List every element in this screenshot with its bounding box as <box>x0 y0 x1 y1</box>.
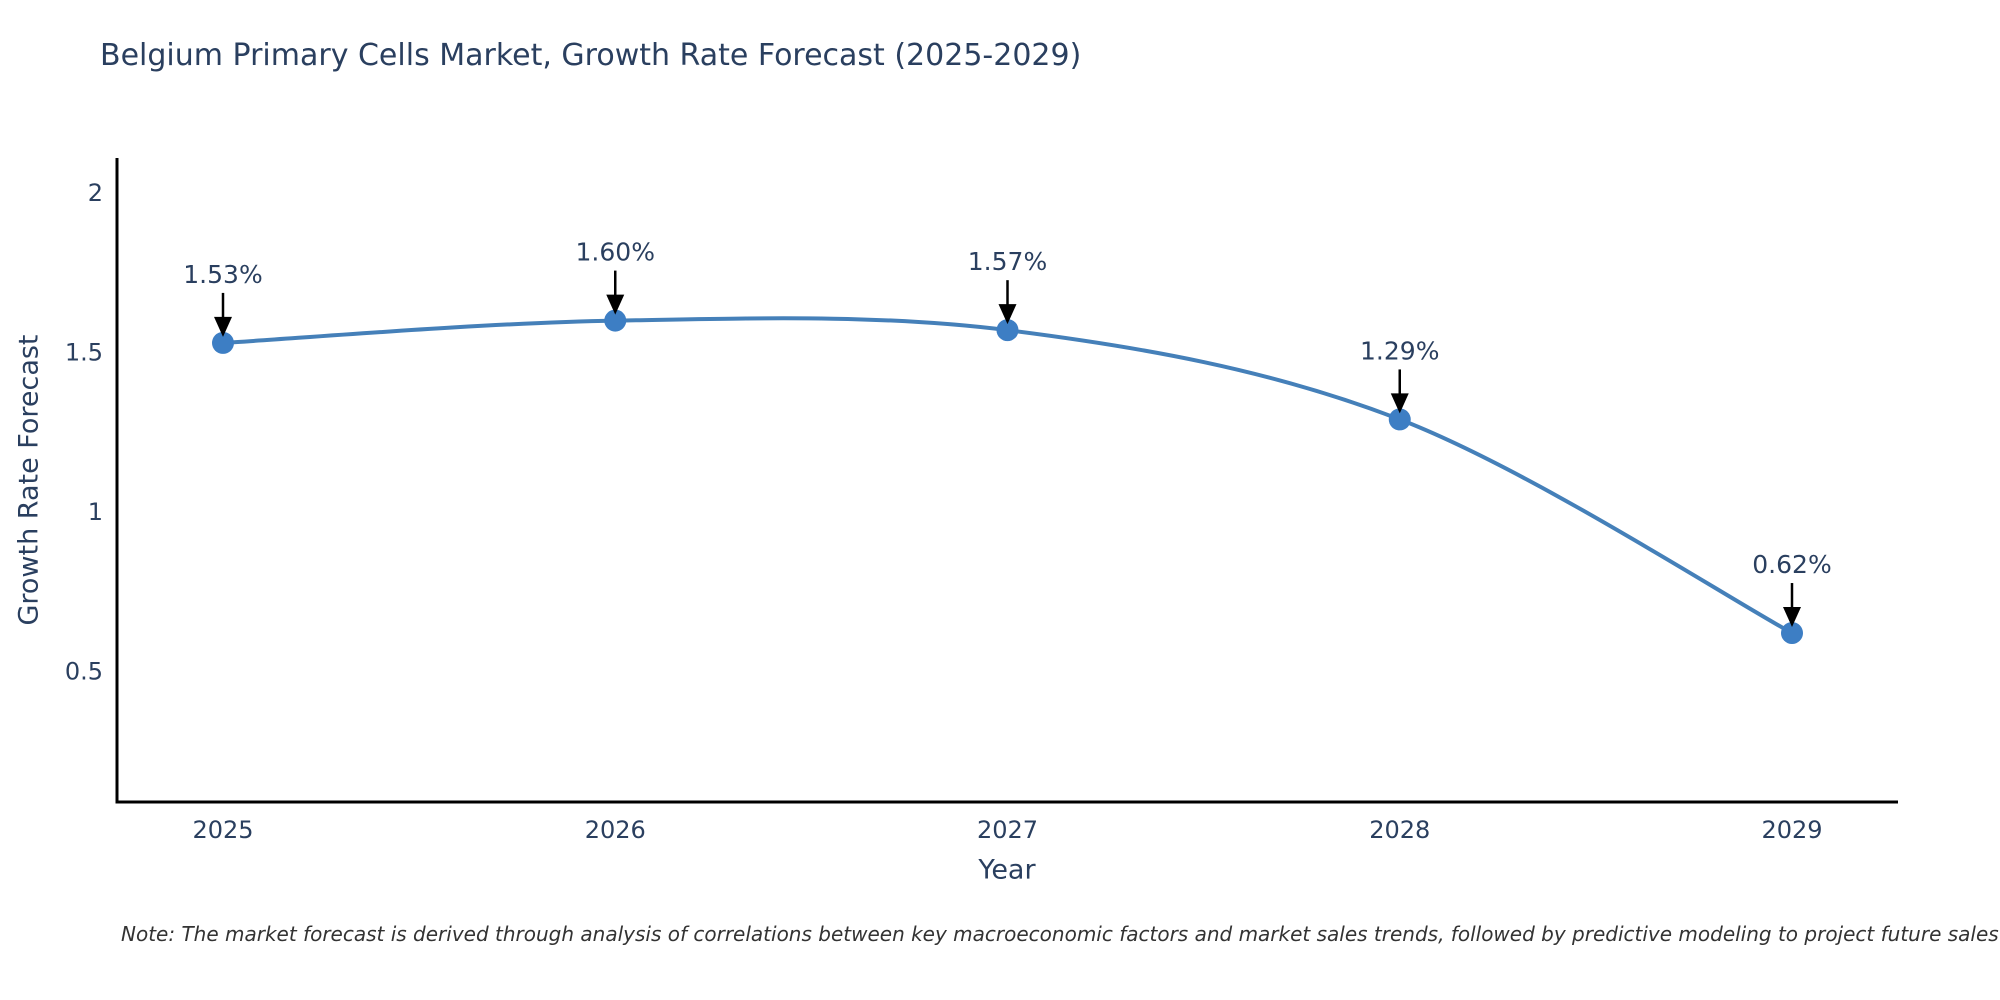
annotation-arrowhead <box>1390 393 1409 414</box>
x-tick-label: 2029 <box>1761 816 1822 844</box>
data-point-label: 1.60% <box>576 238 655 267</box>
data-point-label: 1.57% <box>968 247 1047 276</box>
annotation-arrowhead <box>1783 607 1801 628</box>
x-tick-label: 2025 <box>192 816 253 844</box>
y-tick-label: 1.5 <box>65 338 103 366</box>
y-tick-label: 1 <box>88 498 103 526</box>
data-point-marker[interactable] <box>996 319 1019 342</box>
annotation-arrowhead <box>998 304 1017 325</box>
y-tick-label: 0.5 <box>65 657 103 685</box>
data-point-label: 1.53% <box>183 260 262 289</box>
chart-title: Belgium Primary Cells Market, Growth Rat… <box>100 38 1082 73</box>
series-line <box>222 316 1793 635</box>
data-point-marker[interactable] <box>604 309 627 332</box>
annotation-arrowhead <box>606 294 625 315</box>
x-tick-label: 2026 <box>585 816 646 844</box>
data-point-marker[interactable] <box>212 331 234 354</box>
annotation-arrowhead <box>214 316 232 337</box>
data-point-label: 1.29% <box>1360 336 1439 365</box>
x-tick-label: 2028 <box>1369 816 1430 844</box>
y-tick-label: 2 <box>88 179 103 207</box>
chart-note: Note: The market forecast is derived thr… <box>121 922 1999 946</box>
x-tick-label: 2027 <box>977 816 1038 844</box>
data-point-label: 0.62% <box>1752 550 1831 579</box>
x-axis-title: Year <box>978 854 1036 886</box>
data-point-marker[interactable] <box>1388 408 1411 431</box>
data-point-marker[interactable] <box>1781 622 1803 645</box>
